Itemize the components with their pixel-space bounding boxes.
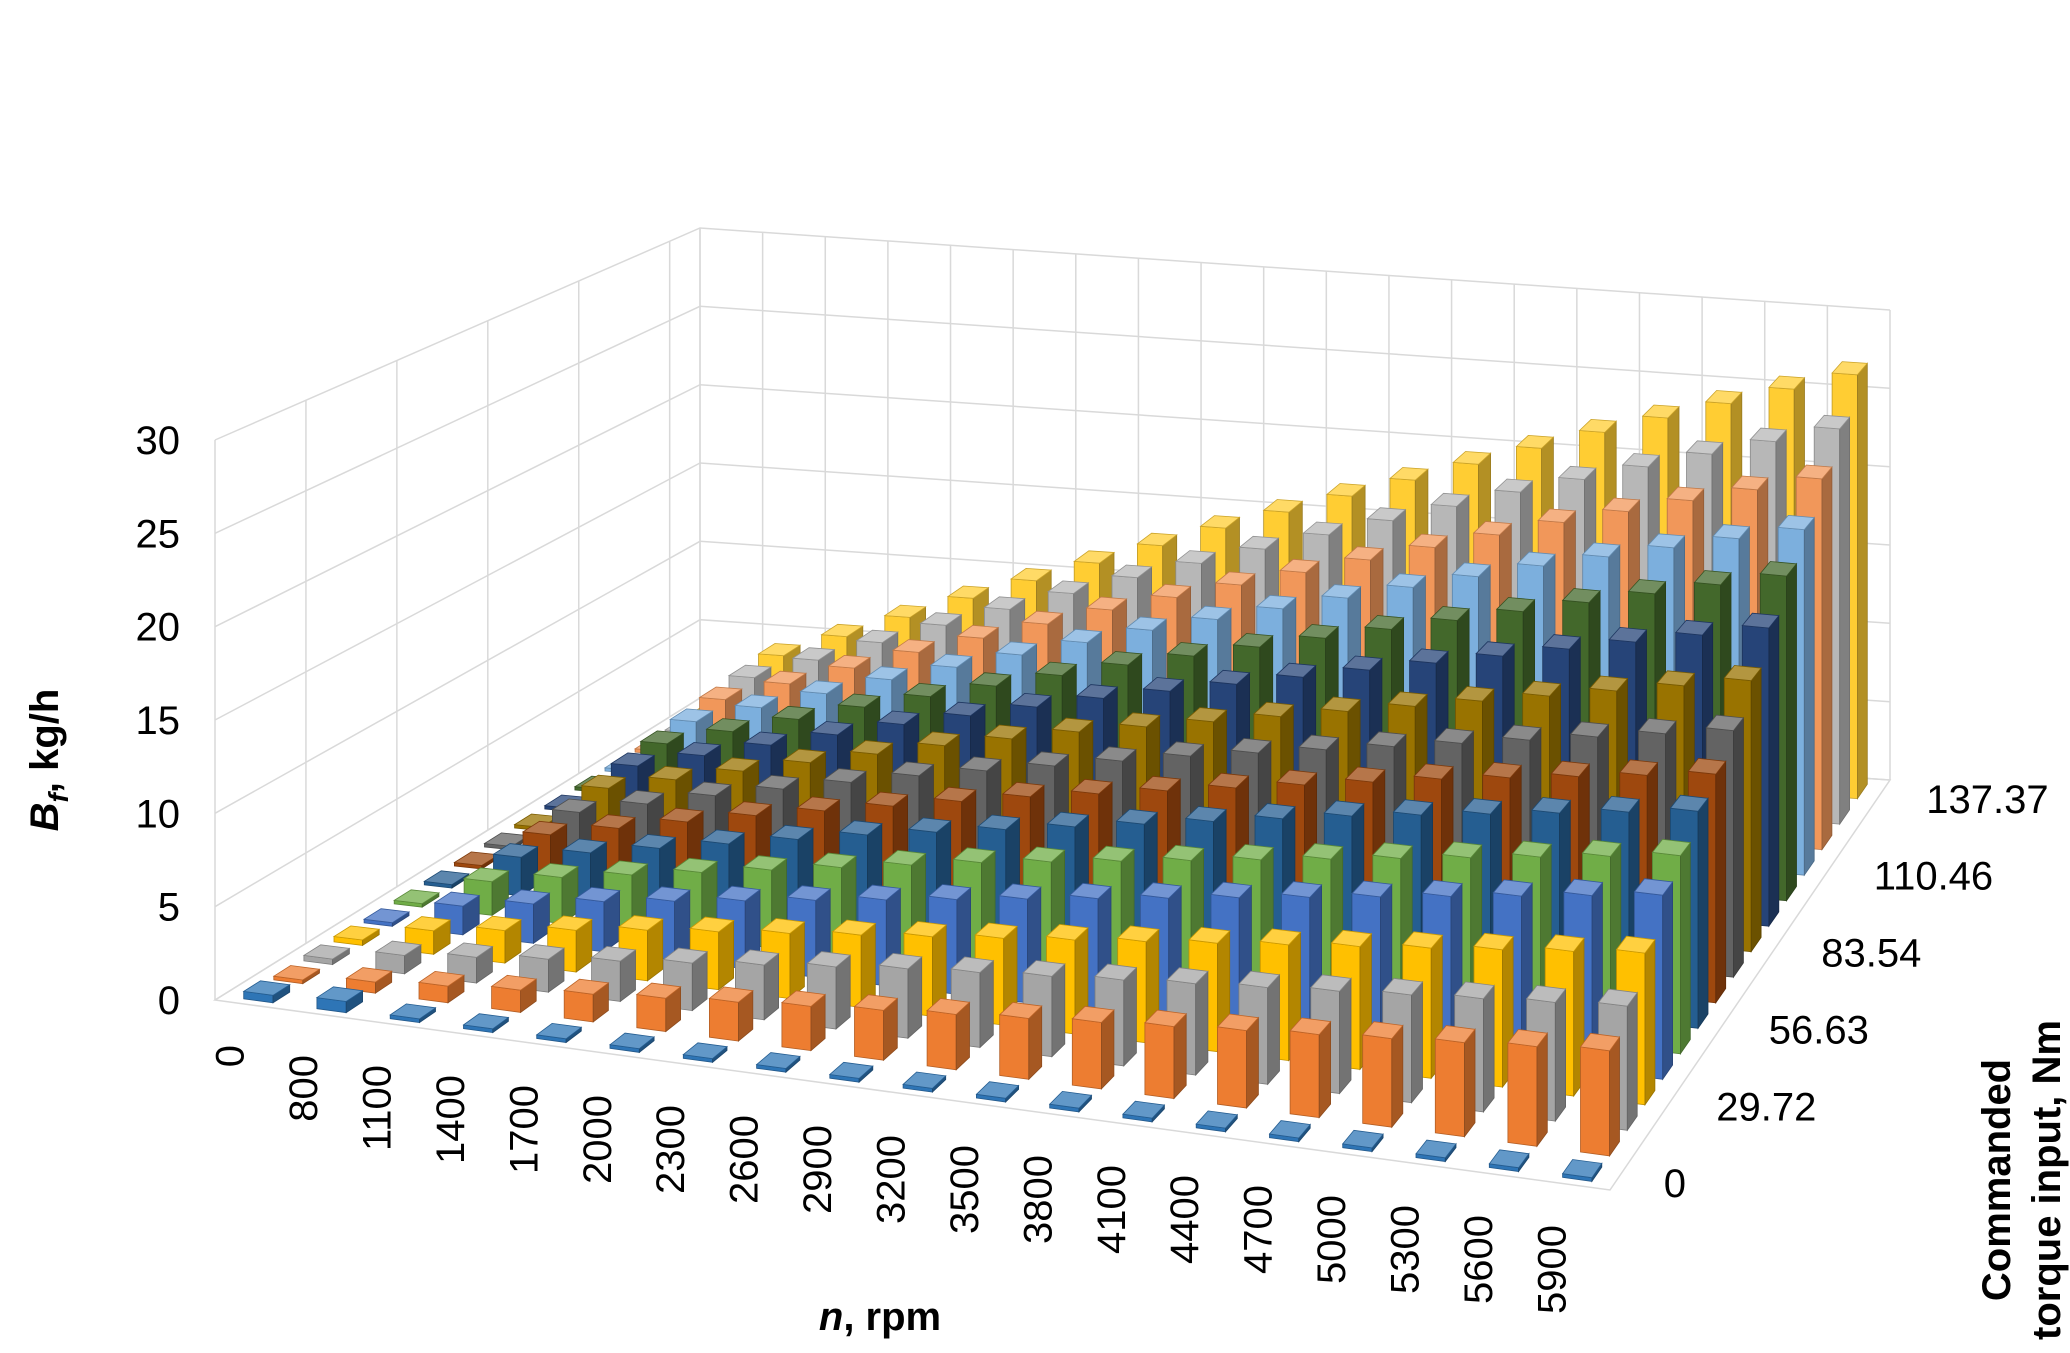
x-tick-label: 4700 [1237, 1185, 1281, 1274]
bar [682, 1042, 728, 1064]
z-tick-label: 20 [136, 606, 181, 650]
x-tick-label: 3200 [870, 1135, 914, 1224]
bar [1195, 1110, 1239, 1133]
y-axis-title-line2: torque input, Nm [2025, 1020, 2069, 1340]
bar [1071, 1005, 1115, 1090]
bar [272, 965, 321, 985]
bar [828, 1061, 874, 1084]
bar [504, 889, 551, 945]
y-tick-label: 56.63 [1769, 1008, 1869, 1052]
bar [1561, 1159, 1603, 1183]
bar [417, 970, 466, 1004]
z-tick-label: 5 [158, 886, 180, 930]
x-tick-label: 800 [282, 1055, 326, 1122]
x-tick-label: 5900 [1530, 1225, 1574, 1314]
bar [780, 990, 827, 1052]
bar [635, 982, 682, 1033]
x-tick-label: 3800 [1016, 1155, 1060, 1244]
bar [362, 908, 411, 928]
chart-bars [242, 361, 1869, 1183]
x-tick-label: 1100 [356, 1065, 400, 1151]
bar [393, 889, 441, 908]
x-tick-label: 2900 [796, 1125, 840, 1214]
bar [315, 986, 364, 1014]
bar [345, 967, 393, 994]
x-tick-label: 4400 [1163, 1175, 1207, 1264]
bar [462, 1013, 510, 1034]
bar [389, 1003, 437, 1024]
x-tick-label: 0 [209, 1045, 253, 1067]
x-tick-label: 5600 [1457, 1215, 1501, 1304]
x-axis-ticks: 0 800 1100 1400 1700 2000 2300 2600 2900 3200 3500… [209, 1045, 1575, 1314]
z-tick-label: 30 [136, 419, 181, 463]
bar [1415, 1139, 1457, 1163]
y-axis-ticks: 0 29.72 56.63 83.54 110.46 137.37 [1664, 778, 2049, 1206]
x-tick-label: 2000 [576, 1095, 620, 1184]
bar [1048, 1090, 1093, 1113]
y-axis-title-line1: Commanded [1975, 1059, 2019, 1301]
x-axis-title: n, rpm [819, 1295, 941, 1339]
bar [975, 1081, 1020, 1103]
x-tick-label: 1700 [502, 1085, 546, 1174]
bar [662, 947, 709, 1012]
bar [609, 1032, 656, 1054]
bar [1434, 1025, 1476, 1138]
y-tick-label: 0 [1664, 1162, 1686, 1206]
bar [535, 1022, 583, 1044]
bar [1488, 1149, 1530, 1173]
bar [1216, 1013, 1260, 1110]
bar [1507, 1029, 1549, 1148]
bar [423, 870, 470, 889]
bar [374, 940, 423, 975]
bar [1289, 1017, 1332, 1119]
bar [755, 1052, 801, 1074]
bar [831, 919, 877, 1009]
z-axis-ticks: 0 5 10 15 20 25 30 [136, 419, 181, 1023]
x-tick-label: 2300 [649, 1105, 693, 1194]
y-axis-title: Commanded torque input, Nm [1975, 1020, 2069, 1340]
y-tick-label: 83.54 [1821, 932, 1921, 976]
bar [902, 1071, 947, 1094]
bar [302, 944, 351, 966]
value-gridline [214, 462, 1891, 721]
bar [453, 851, 500, 870]
x-tick-label: 5000 [1310, 1195, 1354, 1284]
bar [998, 1001, 1043, 1081]
y-tick-label: 29.72 [1716, 1085, 1816, 1129]
z-tick-label: 25 [136, 512, 181, 556]
bar [1579, 1032, 1621, 1158]
x-tick-label: 4100 [1090, 1165, 1134, 1254]
value-gridline [214, 305, 1891, 534]
value-gridline [214, 383, 1891, 628]
y-tick-label: 137.37 [1926, 778, 2048, 822]
x-tick-label: 1400 [429, 1075, 473, 1164]
z-tick-label: 0 [158, 979, 180, 1023]
bar [1361, 1021, 1404, 1129]
bar [332, 925, 381, 947]
bar [1122, 1100, 1166, 1123]
bar [490, 974, 538, 1014]
z-tick-label: 15 [136, 699, 181, 743]
z-axis-title: Bf, kg/h [23, 689, 74, 832]
y-tick-label: 110.46 [1874, 855, 1993, 899]
value-gridline [214, 227, 1891, 441]
bar [708, 986, 754, 1042]
bar [242, 980, 291, 1004]
bar [1144, 1009, 1188, 1100]
bar [563, 978, 610, 1023]
bar [1341, 1129, 1384, 1153]
x-tick-label: 3500 [943, 1145, 987, 1234]
z-tick-label: 10 [136, 792, 181, 836]
bar [853, 994, 899, 1062]
x-tick-label: 5300 [1383, 1205, 1427, 1294]
bar [926, 998, 971, 1071]
bar [1268, 1120, 1311, 1143]
x-tick-label: 2600 [723, 1115, 767, 1204]
